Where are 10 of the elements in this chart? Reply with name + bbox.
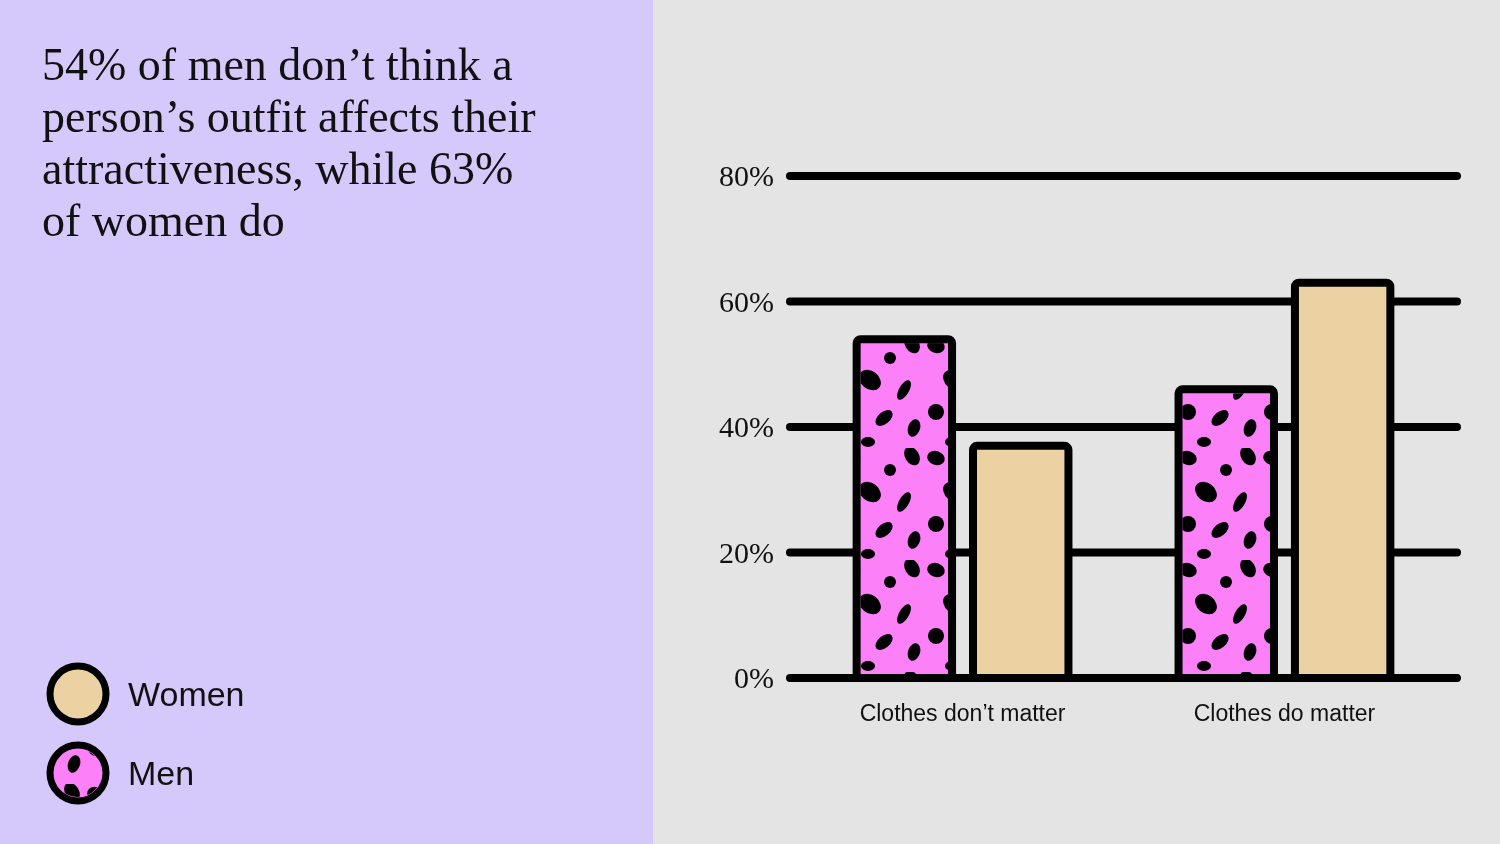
x-tick-label: Clothes do matter bbox=[1193, 700, 1376, 727]
legend-label: Men bbox=[128, 753, 195, 792]
text: 54% of men don’t think a person’s outfit affects their attractiveness, while 63% of women do bbox=[42, 39, 536, 246]
x-tick-label: Clothes don’t matter bbox=[859, 700, 1066, 727]
y-tick-label: 60% bbox=[719, 284, 774, 318]
legend-label: Women bbox=[128, 674, 245, 713]
y-tick-label: 40% bbox=[719, 410, 774, 444]
y-tick-label: 80% bbox=[719, 159, 774, 193]
y-tick-label: 0% bbox=[734, 661, 774, 695]
y-tick-label: 20% bbox=[719, 535, 774, 569]
